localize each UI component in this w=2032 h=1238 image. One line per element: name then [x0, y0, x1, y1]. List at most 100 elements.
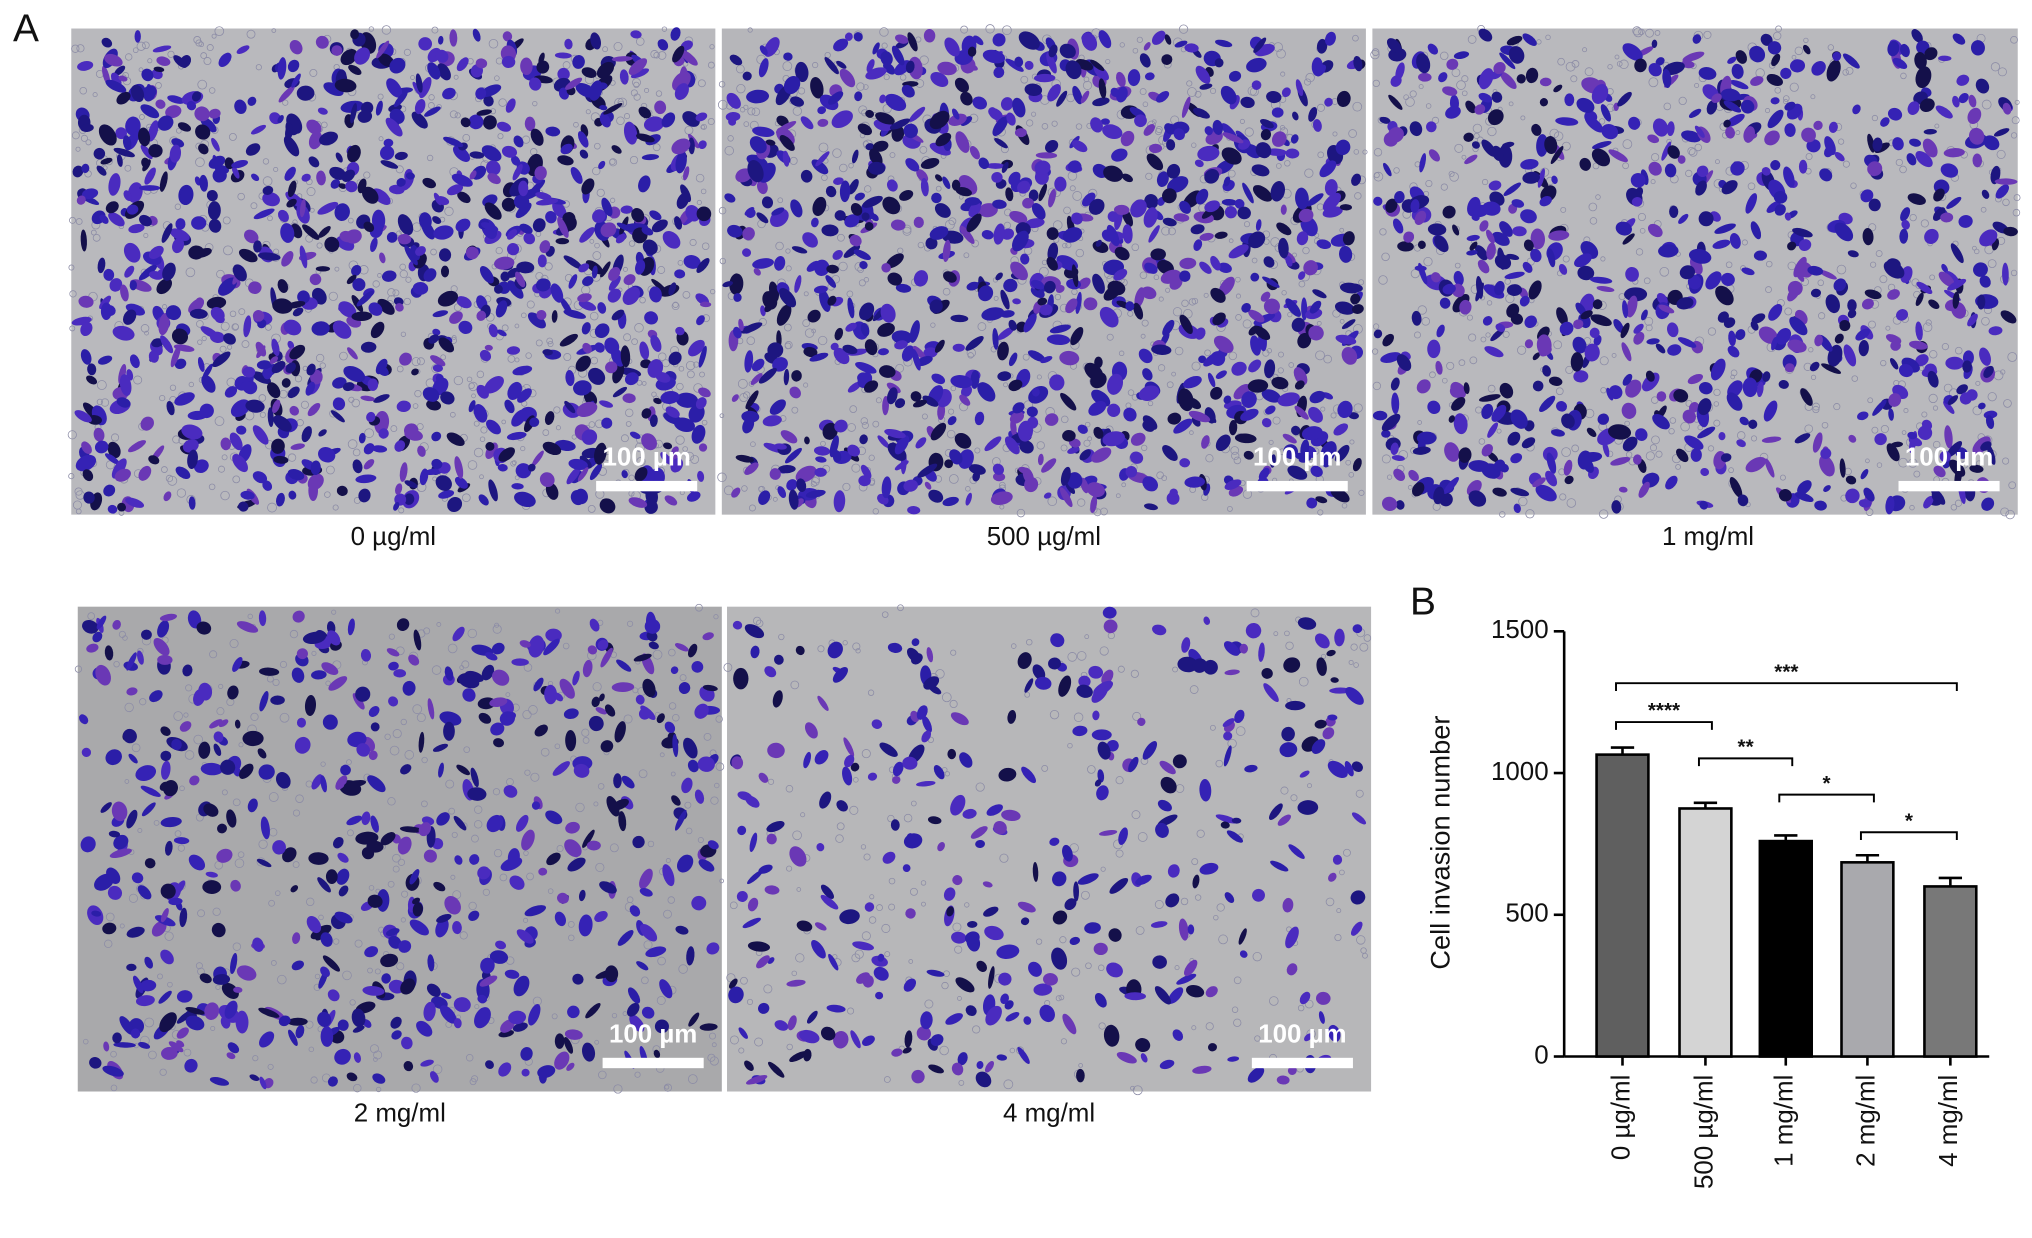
debris	[228, 133, 237, 141]
debris	[142, 41, 150, 50]
cell	[537, 254, 547, 268]
debris	[136, 41, 146, 51]
cell	[206, 296, 227, 310]
cell	[252, 425, 269, 445]
debris	[471, 393, 476, 399]
debris	[372, 280, 380, 288]
debris	[588, 421, 596, 428]
debris	[495, 246, 503, 255]
debris	[594, 242, 600, 249]
debris	[92, 233, 101, 242]
debris	[167, 475, 178, 486]
debris	[466, 376, 473, 383]
cell	[611, 145, 622, 154]
debris	[139, 114, 145, 120]
scale-bar	[1898, 480, 2000, 492]
debris	[363, 171, 371, 179]
debris	[403, 297, 411, 306]
debris	[241, 340, 250, 349]
debris	[328, 291, 338, 301]
debris	[197, 79, 208, 90]
debris	[510, 460, 517, 467]
debris	[206, 44, 214, 52]
debris	[617, 97, 628, 108]
cell	[688, 339, 705, 357]
debris	[71, 44, 80, 53]
image-caption: 1 mg/ml	[1662, 523, 1754, 551]
debris	[589, 311, 599, 321]
debris	[602, 46, 609, 53]
debris	[689, 238, 697, 247]
debris	[631, 338, 638, 345]
cell	[315, 266, 331, 272]
debris	[480, 426, 488, 434]
debris	[79, 86, 88, 95]
debris	[697, 79, 706, 88]
debris	[494, 75, 500, 81]
debris	[262, 158, 270, 165]
debris	[544, 262, 553, 271]
cell	[500, 271, 510, 282]
debris	[587, 505, 596, 513]
debris	[454, 112, 461, 119]
debris	[685, 360, 696, 371]
debris	[514, 475, 520, 481]
debris	[69, 216, 76, 224]
debris	[589, 238, 595, 244]
debris	[395, 165, 404, 174]
cell	[363, 459, 375, 470]
cell	[72, 165, 84, 178]
debris	[488, 38, 499, 49]
debris	[623, 333, 632, 342]
cell	[191, 216, 207, 230]
cell	[555, 237, 570, 245]
debris	[162, 304, 168, 310]
cell	[99, 295, 112, 310]
scale-bar-label: 100 µm	[1905, 444, 1993, 472]
debris	[250, 202, 258, 210]
debris	[96, 398, 104, 406]
debris	[710, 288, 716, 295]
debris	[632, 78, 641, 87]
debris	[520, 445, 526, 452]
debris	[616, 116, 625, 125]
debris	[532, 101, 538, 107]
debris	[264, 323, 272, 331]
debris	[232, 475, 241, 484]
debris	[390, 425, 398, 433]
debris	[414, 389, 422, 398]
debris	[672, 301, 679, 308]
debris	[671, 302, 680, 311]
debris	[684, 451, 695, 462]
debris	[396, 230, 402, 237]
debris	[75, 218, 83, 225]
cell	[80, 321, 93, 337]
debris	[211, 33, 217, 39]
cell	[243, 315, 252, 338]
debris	[351, 398, 361, 408]
cell	[515, 463, 532, 479]
cell	[506, 431, 527, 441]
debris	[682, 446, 688, 452]
debris	[707, 61, 715, 69]
debris	[309, 68, 318, 77]
debris	[546, 337, 553, 345]
panel-label: A	[13, 7, 39, 50]
debris	[416, 357, 425, 366]
debris	[613, 42, 623, 52]
debris	[553, 406, 561, 414]
debris	[622, 266, 628, 272]
cell	[374, 410, 390, 435]
debris	[507, 355, 516, 363]
cell	[224, 386, 238, 398]
cell	[431, 431, 442, 442]
scale-bar	[596, 480, 698, 492]
debris	[453, 375, 464, 386]
debris	[412, 403, 419, 409]
cell	[308, 156, 320, 168]
debris	[201, 335, 207, 342]
debris	[535, 339, 543, 347]
debris	[701, 419, 708, 426]
cell	[612, 386, 628, 398]
debris	[238, 308, 246, 316]
